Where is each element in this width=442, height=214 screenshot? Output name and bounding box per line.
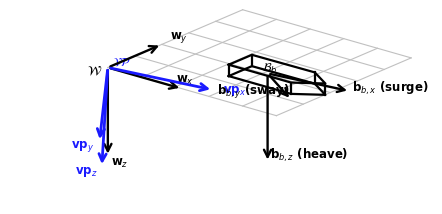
Text: $\mathbf{vp}_x$: $\mathbf{vp}_x$ <box>223 84 246 98</box>
Text: $\mathcal{VP}$: $\mathcal{VP}$ <box>113 57 131 70</box>
Text: $\mathbf{b}_{b,y}$ (sway): $\mathbf{b}_{b,y}$ (sway) <box>217 83 289 101</box>
Text: $\mathbf{vp}_y$: $\mathbf{vp}_y$ <box>71 139 94 154</box>
Text: $\mathbf{w}_z$: $\mathbf{w}_z$ <box>111 156 129 169</box>
Text: $\mathbf{b}_{b,z}$ (heave): $\mathbf{b}_{b,z}$ (heave) <box>270 147 348 164</box>
Text: $\mathcal{W}$: $\mathcal{W}$ <box>87 66 102 79</box>
Text: $\mathbf{w}_y$: $\mathbf{w}_y$ <box>170 30 188 45</box>
Text: $\mathbf{vp}_z$: $\mathbf{vp}_z$ <box>75 165 97 179</box>
Text: $\mathcal{B}_b$: $\mathcal{B}_b$ <box>262 62 278 76</box>
Text: $\mathbf{w}_x$: $\mathbf{w}_x$ <box>176 74 194 87</box>
Text: $\mathbf{b}_{b,x}$ (surge): $\mathbf{b}_{b,x}$ (surge) <box>352 80 428 97</box>
